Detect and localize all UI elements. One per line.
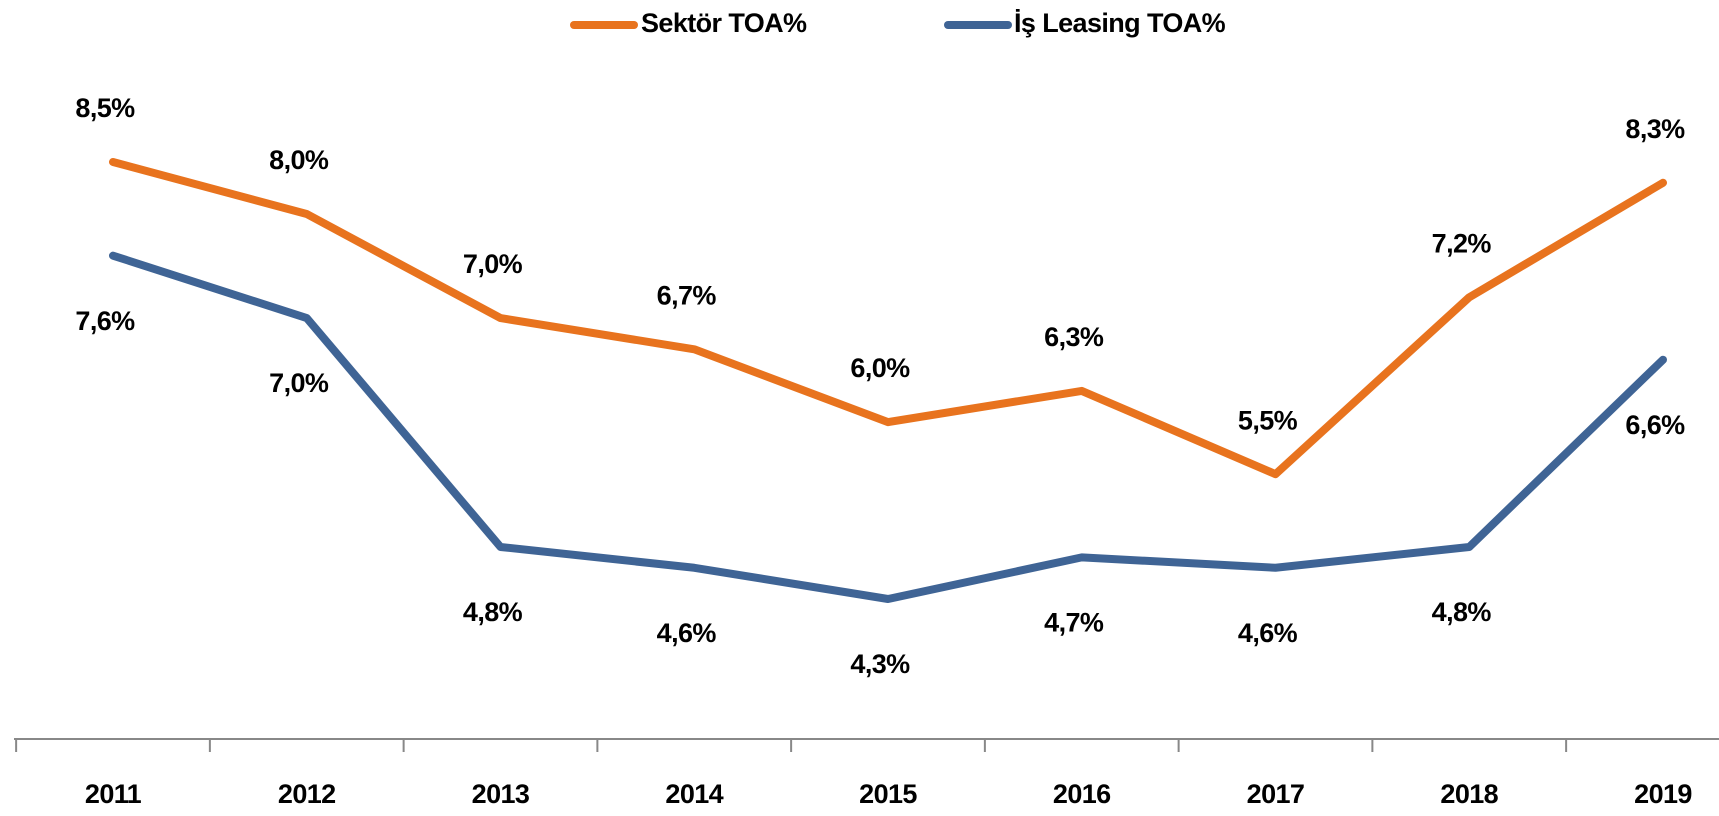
data-label: 7,0% — [463, 249, 523, 279]
x-tick-label: 2013 — [472, 779, 530, 809]
data-label: 7,2% — [1432, 228, 1492, 258]
x-tick-label: 2017 — [1247, 779, 1305, 809]
x-tick-label: 2016 — [1053, 779, 1111, 809]
data-label: 8,5% — [75, 93, 135, 123]
x-tick-label: 2018 — [1440, 779, 1498, 809]
data-label: 4,3% — [850, 649, 910, 679]
x-tick-label: 2012 — [278, 779, 336, 809]
data-label: 4,6% — [657, 618, 717, 648]
series-line — [109, 251, 1667, 603]
data-label: 6,7% — [657, 280, 717, 310]
legend-label: Sektör TOA% — [641, 8, 807, 38]
data-label: 6,3% — [1044, 322, 1104, 352]
x-tick-label: 2019 — [1634, 779, 1692, 809]
legend-label: İş Leasing TOA% — [1014, 8, 1226, 38]
data-label: 5,5% — [1238, 405, 1298, 435]
data-label: 6,6% — [1625, 410, 1685, 440]
data-label: 8,3% — [1625, 114, 1685, 144]
data-label: 8,0% — [269, 145, 329, 175]
data-label: 7,6% — [75, 306, 135, 336]
data-label: 7,0% — [269, 368, 329, 398]
data-label: 4,8% — [1432, 597, 1492, 627]
series-line — [109, 158, 1667, 479]
data-label: 4,7% — [1044, 608, 1104, 638]
x-tick-label: 2011 — [85, 779, 142, 809]
x-tick-label: 2014 — [665, 779, 723, 809]
data-label: 6,0% — [850, 353, 910, 383]
data-label: 4,8% — [463, 597, 523, 627]
x-tick-label: 2015 — [859, 779, 917, 809]
data-label: 4,6% — [1238, 618, 1298, 648]
